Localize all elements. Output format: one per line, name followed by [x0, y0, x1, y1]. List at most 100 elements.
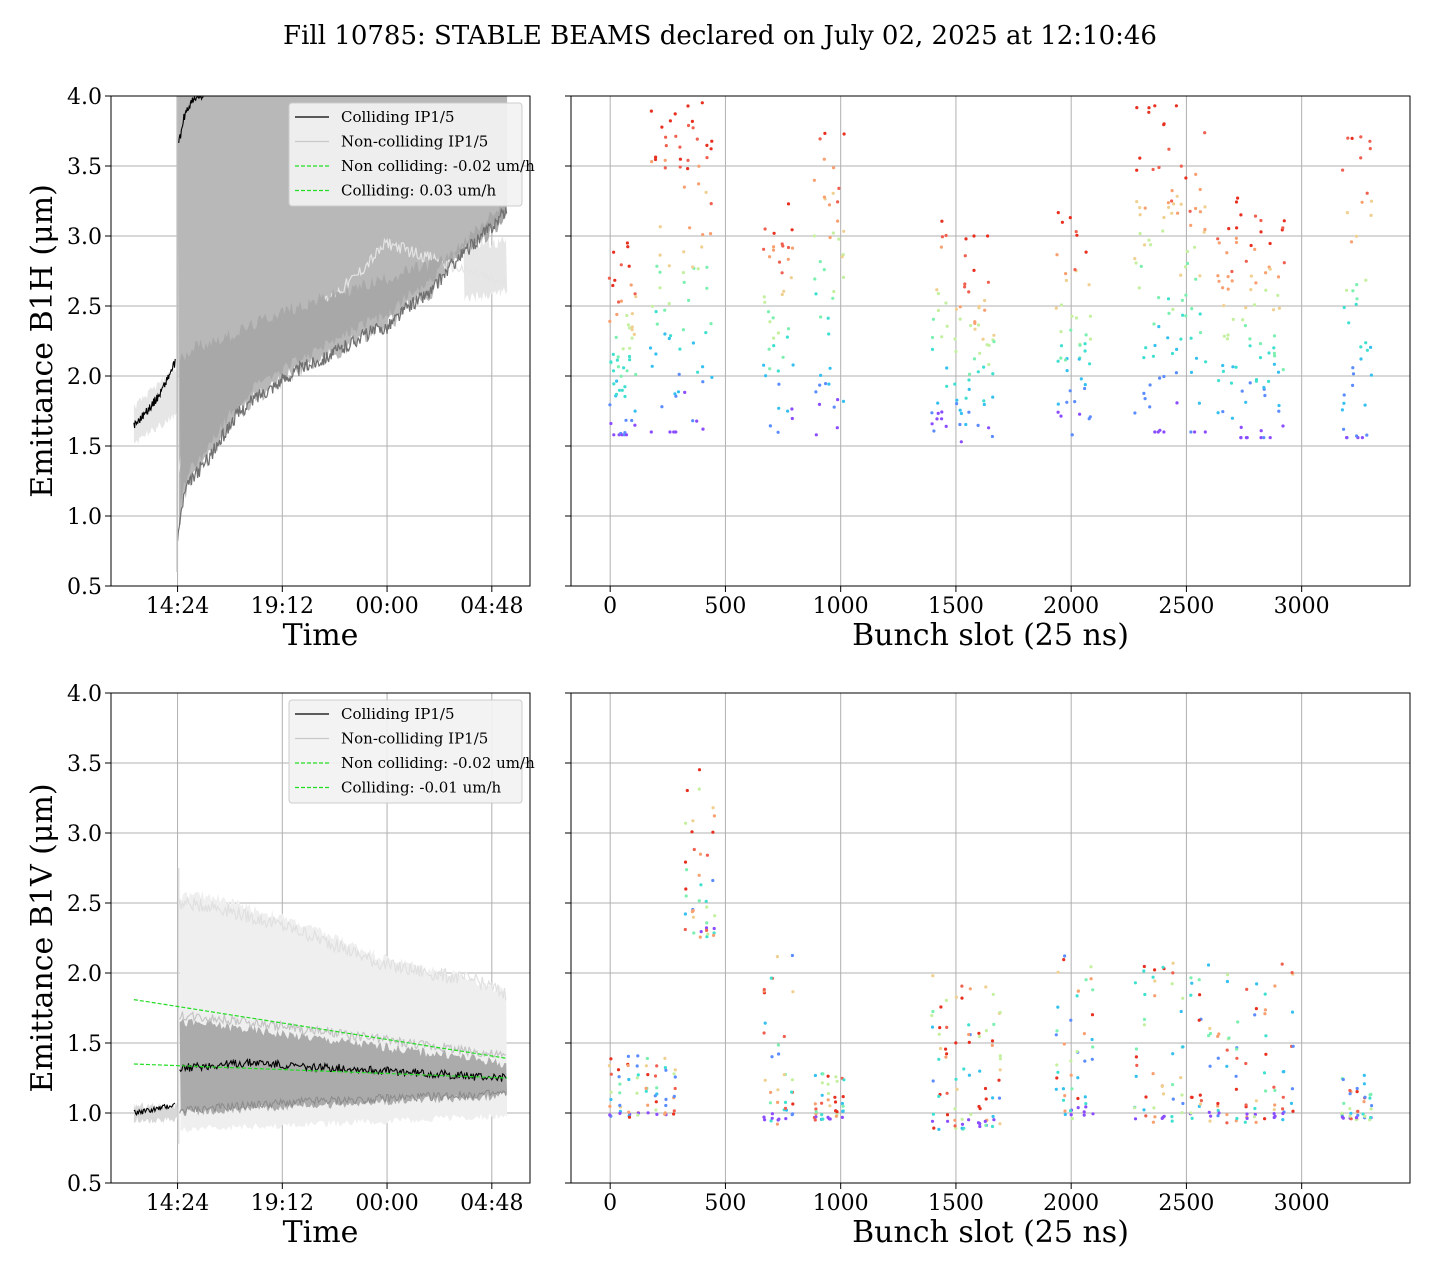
scatter-point: [701, 365, 705, 369]
scatter-point: [1090, 1037, 1094, 1042]
scatter-point: [1216, 237, 1220, 241]
scatter-point: [814, 433, 818, 437]
scatter-point: [650, 364, 654, 368]
scatter-point: [704, 331, 708, 335]
scatter-point: [645, 1056, 650, 1061]
scatter-point: [664, 135, 668, 139]
scatter-point: [664, 144, 668, 148]
scatter-point: [1235, 1056, 1239, 1060]
scatter-point: [1162, 122, 1166, 126]
scatter-point: [683, 912, 688, 916]
scatter-point: [998, 1122, 1002, 1126]
scatter-point: [826, 1082, 830, 1086]
scatter-point: [1139, 264, 1143, 268]
scatter-point: [1203, 205, 1207, 209]
scatter-point: [1151, 1120, 1155, 1124]
scatter-point: [960, 1122, 965, 1126]
scatter-point: [686, 123, 691, 128]
scatter-point: [827, 332, 831, 336]
scatter-point: [619, 374, 623, 378]
scatter-point: [1369, 373, 1373, 377]
scatter-point: [1076, 1106, 1080, 1110]
scatter-point: [997, 1078, 1001, 1082]
scatter-point: [960, 996, 964, 1000]
scatter-point: [1055, 1076, 1059, 1080]
scatter-point: [931, 974, 935, 978]
scatter-point: [1065, 369, 1069, 373]
scatter-point: [1236, 1020, 1240, 1024]
scatter-point: [955, 1087, 959, 1091]
y-tick-label: 4.0: [67, 682, 102, 707]
scatter-point: [1179, 164, 1183, 168]
scatter-point: [1230, 269, 1234, 274]
scatter-point: [607, 276, 612, 280]
scatter-point: [1083, 342, 1087, 346]
scatter-point: [1143, 992, 1147, 997]
plot-frame: [110, 692, 531, 1184]
scatter-point: [1170, 189, 1174, 193]
scatter-point: [706, 932, 710, 936]
scatter-point: [814, 1110, 818, 1114]
scatter-point: [1272, 1085, 1276, 1089]
scatter-point: [646, 1073, 650, 1077]
scatter-point: [655, 1112, 659, 1116]
scatter-point: [832, 166, 836, 170]
scatter-point: [1181, 996, 1185, 1000]
scatter-point: [997, 1096, 1002, 1100]
scatter-point: [1258, 342, 1263, 346]
scatter-point: [1170, 199, 1174, 203]
scatter-point: [1239, 213, 1243, 217]
scatter-point: [625, 313, 629, 318]
scatter-point: [630, 325, 634, 329]
scatter-point: [1234, 365, 1238, 369]
scatter-point: [930, 1119, 935, 1123]
scatter-point: [1263, 1012, 1267, 1016]
scatter-point: [623, 394, 627, 399]
scatter-point: [967, 1032, 971, 1037]
scatter-point: [690, 910, 695, 914]
scatter-point: [967, 387, 971, 391]
scatter-point: [836, 219, 840, 223]
scatter-point: [984, 1097, 988, 1101]
scatter-point: [1244, 1061, 1248, 1066]
scatter-point: [1203, 131, 1207, 135]
scatter-point: [1253, 1106, 1257, 1111]
scatter-point: [762, 1115, 766, 1119]
scatter-point: [1084, 250, 1088, 254]
scatter-point: [609, 1090, 613, 1094]
scatter-point: [682, 185, 687, 189]
scatter-point: [655, 1092, 659, 1096]
scatter-point: [624, 433, 629, 437]
scatter-point: [1056, 970, 1060, 974]
scatter-point: [1147, 110, 1151, 114]
scatter-point: [616, 1068, 621, 1072]
scatter-point: [769, 976, 773, 980]
scatter-point: [823, 131, 827, 135]
scatter-point: [655, 264, 659, 268]
scatter-point: [691, 419, 695, 423]
scatter-point: [930, 422, 934, 426]
scatter-point: [710, 375, 714, 379]
scatter-point: [762, 295, 766, 299]
scatter-point: [615, 312, 619, 317]
scatter-point: [704, 190, 708, 194]
scatter-point: [709, 232, 713, 236]
scatter-point: [617, 300, 621, 304]
scatter-point: [1083, 1059, 1087, 1063]
scatter-point: [1225, 251, 1229, 255]
scatter-point: [1166, 336, 1170, 340]
scatter-point: [1221, 369, 1225, 373]
scatter-point: [764, 374, 768, 378]
y-tick-label: 3.5: [67, 155, 102, 180]
scatter-point: [709, 147, 713, 151]
legend-label: Colliding IP1/5: [341, 108, 455, 126]
scatter-point: [623, 385, 627, 389]
scatter-point: [1235, 1047, 1239, 1051]
scatter-point: [1148, 383, 1152, 387]
scatter-point: [1277, 403, 1281, 408]
scatter-point: [817, 402, 822, 406]
y-tick-label: 1.0: [67, 1102, 102, 1127]
scatter-point: [705, 156, 709, 160]
scatter-point: [690, 119, 695, 123]
scatter-point: [1262, 385, 1266, 390]
